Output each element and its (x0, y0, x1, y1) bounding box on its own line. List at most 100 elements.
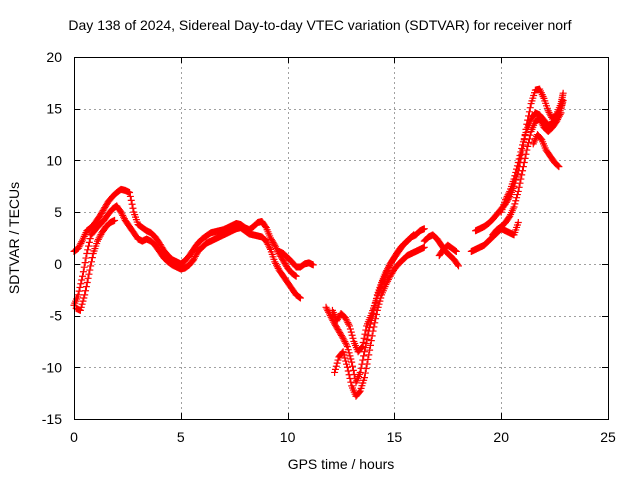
series-7 (328, 231, 418, 356)
data-point (386, 262, 394, 270)
data-point (517, 148, 525, 156)
data-point (190, 254, 198, 262)
data-point (515, 155, 523, 163)
x-tick-label: 15 (387, 429, 403, 445)
data-point (339, 348, 347, 356)
data-point (366, 324, 374, 332)
data-point (519, 138, 527, 146)
series-12 (497, 96, 567, 216)
data-point (349, 366, 357, 374)
data-point (347, 355, 355, 363)
data-point (191, 252, 199, 260)
data-point (517, 175, 525, 183)
data-point (371, 319, 379, 327)
data-point (559, 96, 567, 104)
data-point (309, 261, 317, 269)
data-point (519, 167, 527, 175)
data-point (77, 303, 85, 311)
data-point (270, 240, 278, 248)
data-point (363, 335, 371, 343)
x-tick-label: 25 (600, 429, 616, 445)
data-point (129, 204, 137, 212)
data-point (505, 189, 513, 197)
data-point (261, 222, 269, 230)
data-point (451, 246, 459, 254)
data-point (420, 225, 428, 233)
y-tick-label: 0 (54, 256, 62, 272)
data-point (364, 331, 372, 339)
data-point (296, 294, 304, 302)
data-point (339, 334, 347, 342)
data-point (80, 263, 88, 271)
data-point (503, 192, 511, 200)
data-point (79, 268, 87, 276)
data-point (559, 89, 567, 97)
data-point (79, 272, 87, 280)
data-point (77, 280, 85, 288)
data-point (84, 246, 92, 254)
data-point (272, 261, 280, 269)
data-point (520, 135, 528, 143)
data-point (510, 203, 518, 211)
data-point (292, 272, 300, 280)
data-point (523, 146, 531, 154)
data-point (409, 232, 417, 240)
data-point (272, 259, 280, 267)
x-axis-label: GPS time / hours (287, 456, 395, 472)
data-point (342, 339, 350, 347)
data-point (348, 358, 356, 366)
data-point (522, 150, 530, 158)
data-point (78, 238, 86, 246)
data-point (291, 272, 299, 280)
data-point (516, 151, 524, 159)
data-point (511, 172, 519, 180)
data-point (86, 266, 94, 274)
data-point (420, 243, 428, 251)
data-point (553, 161, 561, 169)
series-2 (70, 202, 304, 309)
data-point (95, 234, 103, 242)
data-point (504, 191, 512, 199)
y-tick-label: 10 (46, 152, 62, 168)
data-point (262, 237, 270, 245)
data-point (520, 158, 528, 166)
series-3 (72, 216, 119, 314)
data-point (78, 276, 86, 284)
data-point (74, 244, 82, 252)
data-point (265, 242, 273, 250)
data-point (374, 303, 382, 311)
data-point (93, 237, 101, 245)
data-point (361, 369, 369, 377)
data-point (347, 328, 355, 336)
data-point (345, 371, 353, 379)
data-point (513, 165, 521, 173)
data-point (264, 240, 272, 248)
data-point (331, 368, 339, 376)
data-point (111, 216, 119, 224)
data-point (372, 315, 380, 323)
data-point (190, 256, 198, 264)
data-point (341, 314, 349, 322)
data-point (290, 271, 298, 279)
data-point (360, 374, 368, 382)
data-point (263, 239, 271, 247)
x-tick-label: 5 (177, 429, 185, 445)
data-point (86, 235, 94, 243)
data-point (505, 214, 513, 222)
data-point (118, 210, 126, 218)
data-point (127, 196, 135, 204)
data-point (273, 263, 281, 271)
data-point (75, 243, 83, 251)
data-point (343, 341, 351, 349)
data-point (383, 279, 391, 287)
data-point (343, 343, 351, 351)
data-point (369, 327, 377, 335)
data-point (521, 132, 529, 140)
data-point (366, 346, 374, 354)
data-point (359, 338, 367, 346)
data-point (343, 317, 351, 325)
data-point (518, 144, 526, 152)
data-point (526, 104, 534, 112)
data-point (332, 362, 340, 370)
data-point (76, 306, 84, 314)
